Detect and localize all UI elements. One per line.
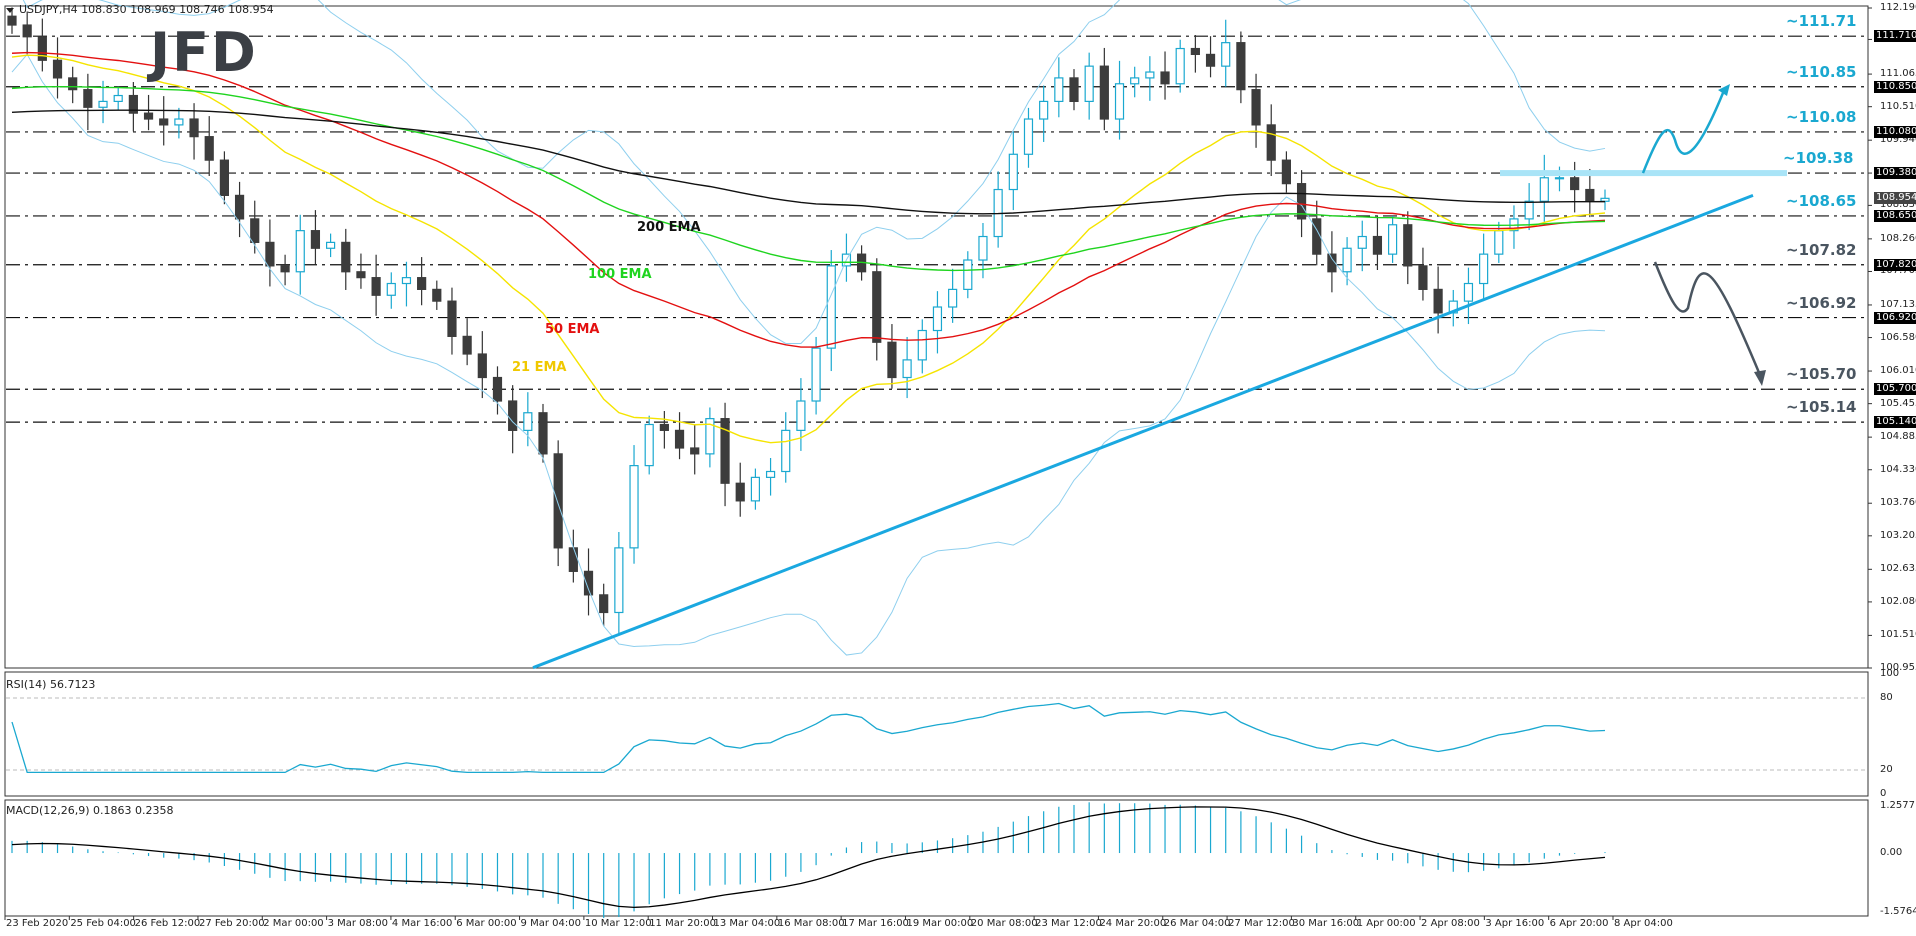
price-tick: 110.510 — [1880, 100, 1916, 112]
price-marker: 105.140 — [1874, 416, 1916, 429]
price-tick: 104.885 — [1880, 431, 1916, 443]
time-tick: 2 Mar 00:00 — [263, 918, 324, 929]
time-tick: 3 Mar 08:00 — [327, 918, 388, 929]
macd-tick: 0.00 — [1880, 847, 1903, 859]
time-tick: 27 Feb 20:00 — [198, 918, 265, 929]
price-tick: 106.010 — [1880, 365, 1916, 377]
level-label: ~111.71 — [1786, 12, 1857, 31]
price-tick: 103.205 — [1880, 529, 1916, 541]
level-label: ~106.92 — [1786, 293, 1857, 312]
price-marker: 108.650 — [1874, 209, 1916, 222]
price-tick: 100.955 — [1880, 662, 1916, 673]
time-tick: 13 Mar 04:00 — [713, 918, 781, 929]
time-tick: 3 Apr 16:00 — [1485, 918, 1545, 929]
price-marker: 110.850 — [1874, 80, 1916, 93]
dropdown-triangle-icon[interactable] — [6, 7, 14, 13]
price-marker: 110.080 — [1874, 125, 1916, 138]
rsi-tick: 100 — [1880, 668, 1900, 679]
price-tick: 108.260 — [1880, 232, 1916, 244]
level-label: ~109.38 — [1783, 149, 1854, 168]
time-tick: 16 Mar 08:00 — [777, 918, 845, 929]
time-tick: 8 Apr 04:00 — [1614, 918, 1673, 929]
level-label: ~105.14 — [1786, 398, 1857, 417]
ema200-label: 200 EMA — [637, 220, 701, 235]
price-tick: 111.065 — [1880, 68, 1916, 80]
price-marker: 109.380 — [1874, 167, 1916, 180]
time-tick: 4 Mar 16:00 — [391, 918, 453, 929]
price-tick: 101.510 — [1880, 629, 1916, 641]
price-marker: 108.954 — [1874, 192, 1916, 205]
time-tick: 23 Mar 12:00 — [1035, 918, 1102, 929]
time-tick: 1 Apr 00:00 — [1356, 918, 1416, 929]
time-tick: 6 Mar 00:00 — [456, 918, 517, 929]
ema50-label: 50 EMA — [545, 322, 600, 337]
ema21-label: 21 EMA — [512, 360, 567, 375]
price-marker: 107.820 — [1874, 258, 1916, 271]
price-tick: 105.455 — [1880, 397, 1916, 409]
symbol-header: USDJPY,H4 108.830 108.969 108.746 108.95… — [6, 3, 274, 16]
level-label: ~107.82 — [1786, 240, 1857, 259]
macd-tick: -1.5764 — [1880, 906, 1916, 917]
level-label: ~110.08 — [1786, 107, 1857, 126]
time-tick: 23 Feb 2020 — [6, 918, 69, 929]
time-tick: 26 Feb 12:00 — [134, 918, 201, 929]
jfd-logo: JFD — [150, 21, 258, 84]
time-tick: 19 Mar 00:00 — [906, 918, 974, 929]
symbol-ohlc: USDJPY,H4 108.830 108.969 108.746 108.95… — [19, 3, 274, 16]
price-tick: 107.705 — [1880, 265, 1916, 277]
time-tick: 25 Feb 04:00 — [70, 918, 136, 929]
price-tick: 102.635 — [1880, 563, 1916, 575]
time-tick: 17 Mar 16:00 — [842, 918, 909, 929]
macd-tick: 1.2577 — [1880, 800, 1915, 811]
time-tick: 26 Mar 04:00 — [1163, 918, 1231, 929]
time-tick: 11 Mar 20:00 — [649, 918, 716, 929]
price-tick: 109.940 — [1880, 134, 1916, 146]
rsi-label: RSI(14) 56.7123 — [6, 678, 96, 691]
price-marker: 111.710 — [1874, 30, 1916, 43]
time-tick: 24 Mar 20:00 — [1099, 918, 1167, 929]
price-tick: 102.080 — [1880, 595, 1916, 607]
macd-label: MACD(12,26,9) 0.1863 0.2358 — [6, 804, 174, 817]
time-tick: 30 Mar 16:00 — [1292, 918, 1360, 929]
price-tick: 108.830 — [1880, 199, 1916, 211]
price-marker: 105.700 — [1874, 383, 1916, 396]
time-tick: 6 Apr 20:00 — [1549, 918, 1609, 929]
price-marker: 106.920 — [1874, 311, 1916, 324]
time-tick: 10 Mar 12:00 — [584, 918, 652, 929]
level-label: ~105.70 — [1786, 365, 1857, 384]
price-tick: 106.580 — [1880, 331, 1916, 343]
rsi-tick: 80 — [1880, 692, 1893, 703]
level-label: ~110.85 — [1786, 62, 1857, 81]
time-tick: 9 Mar 04:00 — [520, 918, 581, 929]
price-tick: 103.760 — [1880, 497, 1916, 509]
level-label: ~108.65 — [1786, 191, 1857, 210]
rsi-tick: 0 — [1880, 788, 1887, 799]
time-tick: 20 Mar 08:00 — [970, 918, 1038, 929]
price-tick: 107.135 — [1880, 298, 1916, 310]
price-tick: 104.330 — [1880, 463, 1916, 475]
price-tick: 112.190 — [1880, 2, 1916, 13]
time-tick: 27 Mar 12:00 — [1228, 918, 1295, 929]
ema100-label: 100 EMA — [588, 267, 652, 282]
time-tick: 2 Apr 08:00 — [1421, 918, 1480, 929]
rsi-tick: 20 — [1880, 764, 1893, 775]
